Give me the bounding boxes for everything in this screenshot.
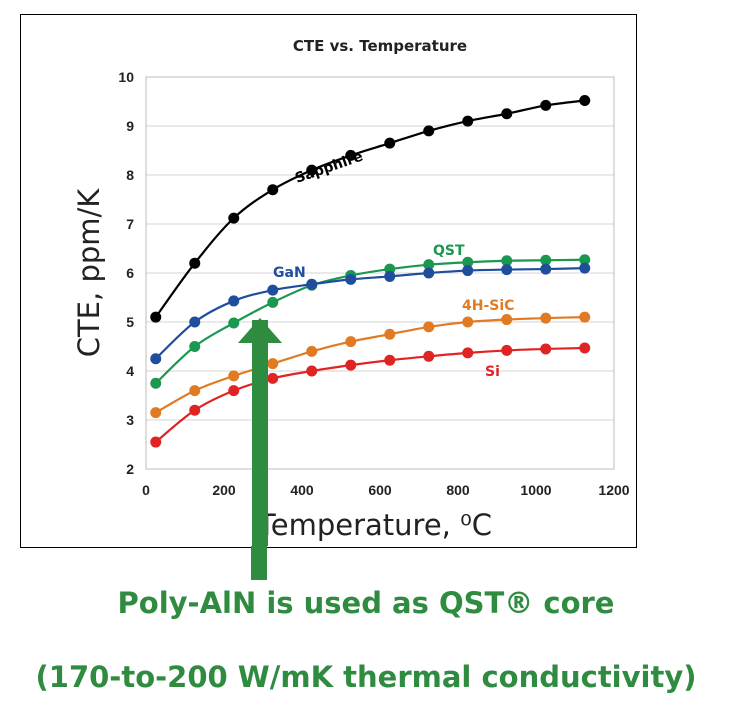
y-tick-label: 2	[126, 461, 134, 477]
data-point-si	[462, 347, 474, 359]
data-point-qst	[579, 254, 591, 266]
data-point-sapphire	[267, 184, 279, 196]
caption-line-2: (170-to-200 W/mK thermal conductivity)	[35, 660, 697, 694]
data-point-4h-sic	[501, 314, 513, 326]
data-point-4h-sic	[267, 358, 279, 370]
x-tick-label: 1200	[598, 482, 629, 498]
series-label-gan: GaN	[273, 265, 306, 281]
data-point-4h-sic	[306, 345, 318, 357]
series-label-sapphire: Sapphire	[293, 149, 365, 187]
data-point-si	[384, 354, 396, 366]
data-point-sapphire	[306, 164, 318, 176]
data-point-qst	[501, 255, 513, 267]
data-point-qst	[228, 317, 240, 329]
y-tick-label: 10	[118, 69, 134, 85]
x-tick-label: 0	[142, 482, 150, 498]
data-point-4h-sic	[540, 312, 552, 324]
x-axis-label: Temperature, ⁰C	[257, 508, 492, 542]
data-point-qst	[540, 254, 552, 266]
series-label-qst: QST	[433, 243, 465, 259]
data-point-si	[579, 342, 591, 354]
data-point-4h-sic	[384, 328, 396, 340]
data-point-sapphire	[150, 311, 162, 323]
arrow-shaft-tail	[251, 546, 267, 580]
data-point-si	[345, 359, 357, 371]
data-point-gan	[384, 270, 396, 282]
y-tick-label: 5	[126, 314, 134, 330]
x-tick-label: 600	[368, 482, 392, 498]
series-label-si: Si	[485, 364, 500, 380]
caption-line-1: Poly-AlN is used as QST® core	[117, 586, 615, 620]
data-point-4h-sic	[150, 407, 162, 419]
data-point-4h-sic	[579, 311, 591, 323]
data-point-qst	[189, 341, 201, 352]
data-point-si	[267, 372, 279, 384]
data-point-gan	[267, 284, 279, 296]
data-point-sapphire	[423, 125, 435, 137]
plot-area	[145, 76, 615, 470]
data-point-gan	[501, 264, 513, 276]
data-point-4h-sic	[462, 316, 474, 328]
data-point-si	[228, 385, 240, 397]
series-line-sapphire	[154, 99, 585, 318]
data-point-4h-sic	[228, 370, 240, 382]
data-point-gan	[150, 353, 162, 365]
data-point-si	[150, 436, 162, 448]
y-tick-label: 3	[126, 412, 134, 428]
arrow-shaft	[252, 320, 268, 546]
data-point-gan	[228, 295, 240, 307]
series-line-gan	[154, 267, 585, 360]
data-point-sapphire	[540, 99, 552, 111]
data-point-sapphire	[462, 115, 474, 127]
data-point-gan	[540, 263, 552, 275]
data-point-qst	[423, 259, 435, 271]
y-tick-label: 9	[126, 118, 134, 134]
data-point-4h-sic	[189, 385, 201, 397]
series-line-si	[155, 346, 585, 443]
x-tick-label: 1000	[520, 482, 551, 498]
data-point-si	[540, 343, 552, 355]
chart-title: CTE vs. Temperature	[293, 37, 467, 55]
data-point-gan	[189, 316, 201, 328]
data-point-qst	[267, 296, 279, 308]
y-tick-label: 7	[126, 216, 134, 232]
x-tick-label: 800	[446, 482, 470, 498]
data-point-4h-sic	[345, 336, 357, 348]
data-point-si	[189, 404, 201, 416]
data-point-gan	[345, 273, 357, 285]
data-point-sapphire	[501, 108, 513, 120]
data-point-gan	[423, 267, 435, 279]
x-tick-label: 200	[212, 482, 236, 498]
data-point-sapphire	[345, 149, 357, 161]
data-point-sapphire	[384, 137, 396, 149]
y-tick-label: 6	[126, 265, 134, 281]
data-point-sapphire	[579, 95, 591, 107]
data-point-sapphire	[189, 257, 201, 269]
data-point-4h-sic	[423, 321, 435, 333]
series-label-4h-sic: 4H-SiC	[462, 298, 514, 314]
data-point-qst	[150, 377, 162, 389]
data-point-qst	[462, 256, 474, 268]
data-point-si	[306, 365, 318, 377]
data-point-si	[501, 344, 513, 356]
chart-frame: 2 3 4 5 6 7 8 9 10 0 200 400 600 800 1000 1200 CTE vs. T…	[20, 14, 637, 548]
y-axis-label: CTE, ppm/K	[72, 188, 106, 358]
data-point-gan	[579, 262, 591, 274]
data-point-sapphire	[228, 212, 240, 224]
data-point-gan	[306, 278, 318, 290]
x-tick-label: 400	[290, 482, 314, 498]
y-tick-label: 8	[126, 167, 134, 183]
data-point-gan	[462, 265, 474, 277]
arrow-head	[238, 318, 282, 343]
data-point-si	[423, 350, 435, 362]
y-tick-label: 4	[126, 363, 134, 379]
cte-chart: 2 3 4 5 6 7 8 9 10 0 200 400 600 800 1000 1200 CTE vs. T…	[72, 37, 630, 546]
